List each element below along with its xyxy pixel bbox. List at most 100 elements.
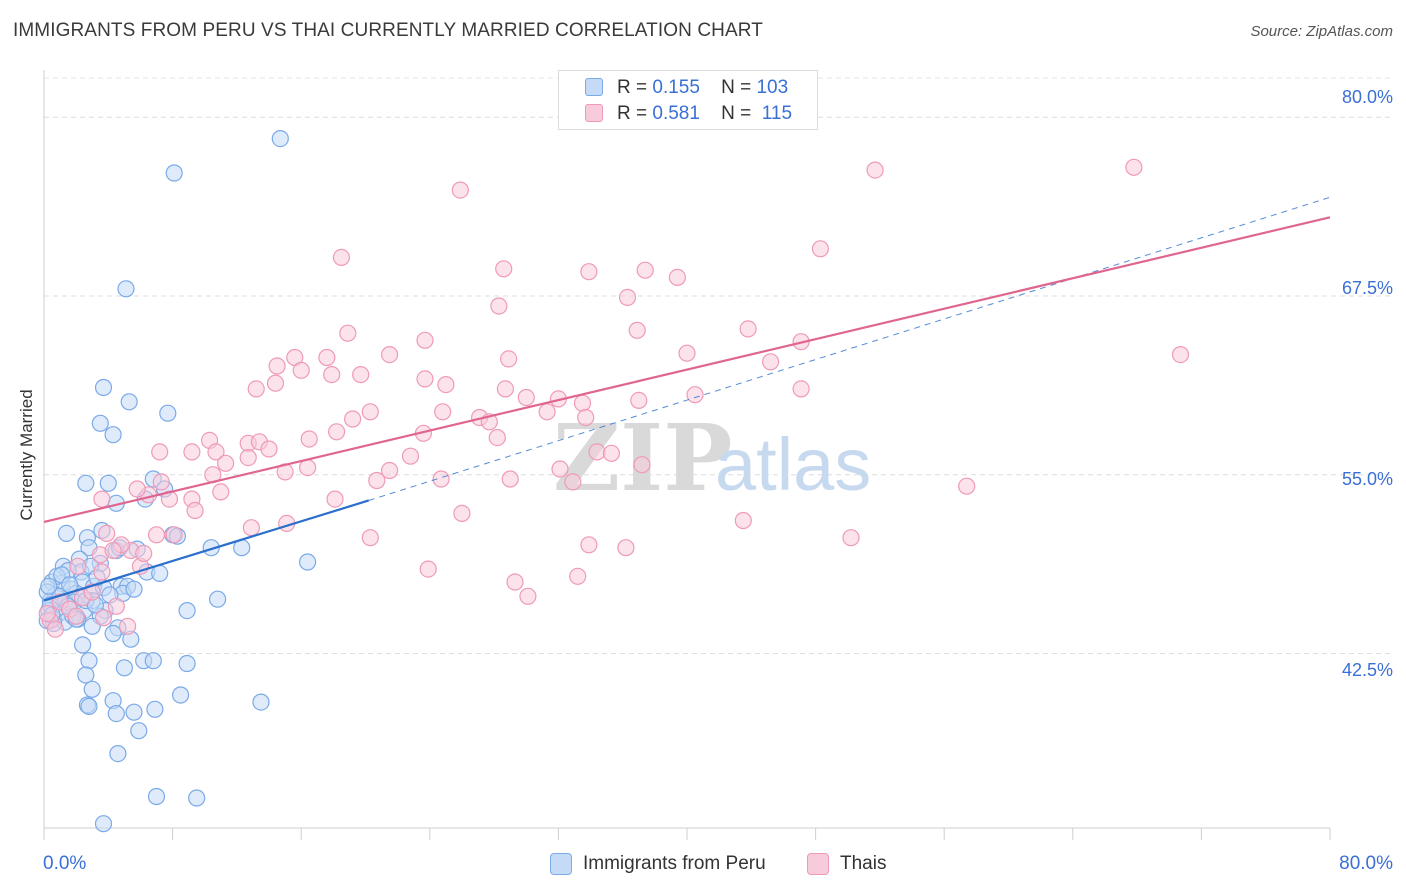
point-thais [637, 262, 653, 278]
stats-swatch-peru [585, 78, 603, 96]
point-thais [420, 561, 436, 577]
point-thais [329, 424, 345, 440]
y-tick-label-67-5: 67.5% [1342, 278, 1393, 299]
stats-n-label: N = [721, 103, 751, 124]
point-thais [301, 431, 317, 447]
point-thais [812, 241, 828, 257]
point-thais [300, 460, 316, 476]
stats-n-label: N = [721, 77, 751, 98]
x-tick-label-max: 80.0% [1339, 853, 1393, 875]
point-thais [497, 381, 513, 397]
scatter-plot: ZIP atlas [0, 0, 1406, 892]
point-thais [735, 513, 751, 529]
point-thais [603, 445, 619, 461]
point-thais [489, 430, 505, 446]
point-thais [491, 298, 507, 314]
point-thais [362, 530, 378, 546]
watermark-atlas: atlas [715, 423, 871, 506]
gridlines [44, 78, 1392, 654]
series-peru [39, 131, 315, 832]
stats-swatch-thais [585, 104, 603, 122]
series-thais [39, 159, 1188, 637]
point-peru [105, 427, 121, 443]
point-thais [327, 491, 343, 507]
point-peru [78, 475, 94, 491]
point-thais [687, 387, 703, 403]
point-thais [417, 371, 433, 387]
point-thais [570, 568, 586, 584]
point-peru [189, 790, 205, 806]
point-peru [96, 380, 112, 396]
point-thais [166, 527, 182, 543]
point-thais [438, 377, 454, 393]
point-thais [136, 545, 152, 561]
point-peru [179, 603, 195, 619]
point-thais [581, 537, 597, 553]
stats-box: R = 0.155 N = 103 R = 0.581 N = 115 [558, 70, 818, 130]
point-peru [108, 706, 124, 722]
stats-text-peru: R = 0.155 N = 103 [617, 77, 788, 99]
point-peru [179, 656, 195, 672]
point-thais [149, 527, 165, 543]
point-thais [268, 375, 284, 391]
point-thais [454, 505, 470, 521]
point-peru [210, 591, 226, 607]
point-thais [94, 491, 110, 507]
point-thais [740, 321, 756, 337]
point-peru [149, 789, 165, 805]
point-peru [131, 723, 147, 739]
point-thais [539, 404, 555, 420]
point-thais [589, 444, 605, 460]
point-thais [959, 478, 975, 494]
point-thais [68, 608, 84, 624]
point-thais [47, 621, 63, 637]
point-thais [620, 289, 636, 305]
point-thais [333, 249, 349, 265]
point-thais [340, 325, 356, 341]
point-thais [843, 530, 859, 546]
point-thais [218, 455, 234, 471]
point-thais [105, 543, 121, 559]
y-tick-label-80: 80.0% [1342, 87, 1393, 108]
point-thais [187, 503, 203, 519]
point-thais [213, 484, 229, 500]
point-thais [452, 182, 468, 198]
point-thais [518, 390, 534, 406]
point-thais [520, 588, 536, 604]
point-peru [147, 701, 163, 717]
x-tick-label-min: 0.0% [43, 853, 86, 875]
point-thais [39, 606, 55, 622]
point-peru [126, 704, 142, 720]
trendlines [44, 197, 1330, 600]
legend-swatch-thais [807, 853, 829, 875]
point-thais [578, 410, 594, 426]
point-peru [96, 816, 112, 832]
point-thais [793, 381, 809, 397]
point-thais [435, 404, 451, 420]
point-thais [403, 448, 419, 464]
point-thais [565, 474, 581, 490]
legend-label-peru: Immigrants from Peru [583, 853, 766, 875]
stats-r-label: R = [617, 77, 647, 98]
stats-r-value-peru: 0.155 [652, 77, 700, 98]
point-peru [272, 131, 288, 147]
point-thais [129, 481, 145, 497]
point-thais [319, 350, 335, 366]
point-thais [248, 381, 264, 397]
stats-n-value-peru: 103 [756, 77, 788, 98]
point-peru [92, 415, 108, 431]
point-peru [116, 660, 132, 676]
y-tick-label-42-5: 42.5% [1342, 660, 1393, 681]
point-thais [552, 461, 568, 477]
point-peru [59, 525, 75, 541]
point-peru [166, 165, 182, 181]
point-peru [84, 681, 100, 697]
point-thais [353, 367, 369, 383]
point-thais [70, 558, 86, 574]
point-thais [120, 618, 136, 634]
point-thais [153, 474, 169, 490]
point-peru [118, 281, 134, 297]
point-thais [382, 347, 398, 363]
point-thais [496, 261, 512, 277]
point-peru [253, 694, 269, 710]
